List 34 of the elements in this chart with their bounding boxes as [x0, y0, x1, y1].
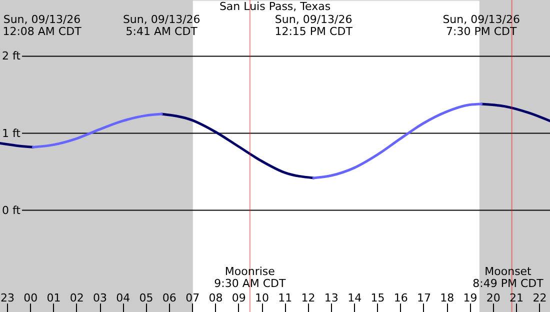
x-tick-label: 02 — [70, 292, 84, 304]
x-tick-label: 19 — [463, 292, 478, 304]
x-tick-label: 09 — [232, 292, 246, 304]
x-tick-label: 05 — [139, 292, 154, 304]
x-tick-label: 01 — [46, 292, 61, 304]
x-tick-label: 21 — [510, 292, 524, 304]
x-tick-label: 17 — [416, 292, 431, 304]
x-tick-label: 23 — [0, 292, 14, 304]
x-tick-label: 08 — [208, 292, 223, 304]
annotation: Sun, 09/13/26 5:41 AM CDT — [122, 13, 200, 38]
y-tick-label: 1 ft — [2, 126, 22, 140]
ref-line-label: Moonrise 9:30 AM CDT — [214, 265, 286, 290]
x-tick-label: 07 — [186, 292, 200, 304]
x-tick-label: 04 — [116, 292, 130, 304]
y-tick-label: 0 ft — [2, 204, 22, 217]
x-tick-label: 00 — [24, 292, 38, 304]
x-tick-label: 03 — [93, 292, 108, 304]
x-tick-label: 18 — [440, 292, 454, 304]
x-tick-label: 14 — [348, 292, 362, 304]
x-tick-label: 16 — [394, 292, 408, 304]
x-tick-label: 22 — [532, 292, 547, 304]
x-tick-label: 15 — [370, 292, 385, 304]
annotation: Sun, 09/13/26 7:30 PM CDT — [442, 13, 520, 38]
x-tick-label: 13 — [324, 292, 338, 304]
y-tick-label: 2 ft — [2, 50, 22, 63]
chart-title: San Luis Pass, Texas — [219, 0, 331, 13]
x-tick-label: 11 — [278, 292, 292, 304]
annotation: Sun, 09/13/26 12:08 AM CDT — [2, 13, 82, 38]
x-tick-label: 10 — [255, 292, 269, 304]
annotation: Sun, 09/13/26 12:15 PM CDT — [274, 13, 353, 38]
x-tick-label: 12 — [301, 292, 316, 304]
x-tick-label: 20 — [486, 292, 500, 304]
x-tick-label: 06 — [162, 292, 176, 304]
ref-line-label: Moonset 8:49 PM CDT — [472, 265, 544, 290]
